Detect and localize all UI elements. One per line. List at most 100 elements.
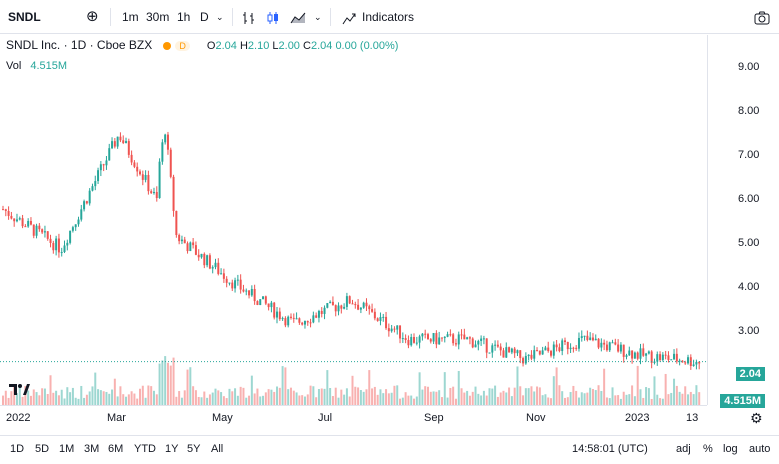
volume-bar (695, 385, 698, 405)
toggle-percent[interactable]: % (703, 443, 713, 455)
area-icon (290, 12, 306, 24)
add-symbol-icon[interactable]: ⊕ (86, 8, 99, 25)
volume-bar (208, 394, 211, 405)
volume-bar (413, 398, 416, 405)
chevron-down-icon[interactable]: ⌄ (314, 12, 322, 22)
candle-body (264, 296, 267, 304)
delay-badge[interactable]: D (175, 41, 190, 52)
candle-body (485, 338, 488, 353)
volume-bar (670, 392, 673, 405)
symbol-search[interactable]: SNDL (8, 10, 41, 24)
candle-body (583, 335, 586, 337)
volume-bar (29, 395, 32, 405)
candle-body (432, 333, 435, 342)
indicators-button[interactable]: Indicators (362, 10, 415, 24)
volume-bar (659, 398, 662, 405)
candle-body (424, 333, 427, 335)
candle-body (102, 164, 105, 166)
candle-body (636, 352, 639, 359)
volume-bar (105, 391, 108, 405)
candle-body (139, 171, 142, 175)
volume-bar (530, 386, 533, 405)
candle-body (547, 347, 550, 352)
candle-body (496, 344, 499, 347)
area-style-icon[interactable] (290, 0, 306, 34)
candle-body (510, 348, 513, 353)
interval-1m[interactable]: 1m (122, 10, 139, 24)
chevron-down-icon[interactable]: ⌄ (216, 12, 224, 22)
candle-body (194, 245, 197, 255)
candle-body (91, 186, 94, 191)
volume-bar (85, 394, 88, 405)
candle-body (236, 279, 239, 281)
interval-30m[interactable]: 30m (146, 10, 170, 24)
volume-bar (306, 394, 309, 405)
candle-body (572, 347, 575, 349)
candle-body (575, 347, 578, 349)
candle-body (180, 239, 183, 242)
candle-body (555, 344, 558, 348)
volume-bar (43, 388, 46, 405)
volume-bar (401, 397, 404, 405)
tradingview-logo[interactable] (8, 382, 30, 399)
range-6m[interactable]: 6M (108, 443, 124, 455)
volume-value: 4.515M (30, 60, 68, 72)
range-1d[interactable]: 1D (10, 443, 25, 455)
price-chart[interactable] (0, 35, 707, 405)
candle-style-icon[interactable] (266, 0, 280, 34)
volume-bar (180, 397, 183, 405)
volume-bar (183, 390, 186, 405)
camera-icon[interactable] (754, 0, 770, 34)
candle-body (32, 224, 35, 236)
interval-d[interactable]: D (200, 10, 209, 24)
volume-bar (130, 391, 133, 405)
volume-bar (169, 365, 172, 405)
volume-bar (603, 368, 606, 405)
utc-clock[interactable]: 14:58:01 (UTC) (572, 443, 648, 455)
toggle-log[interactable]: log (723, 443, 738, 455)
symbol-title[interactable]: SNDL Inc. · 1D · Cboe BZX (6, 38, 153, 52)
price-axis[interactable]: 9.00 8.00 7.00 6.00 5.00 4.00 3.00 2.04 … (707, 35, 779, 408)
volume-bar (225, 398, 228, 405)
volume-bar (440, 397, 443, 405)
settings-gear-icon[interactable]: ⚙ (750, 410, 763, 426)
candle-body (619, 344, 622, 352)
bar-style-icon[interactable] (242, 0, 256, 34)
interval-1h[interactable]: 1h (177, 10, 191, 24)
volume-bar (2, 395, 4, 405)
volume-bar (547, 397, 550, 405)
candle-body (558, 347, 561, 352)
volume-bar (239, 386, 242, 405)
range-1m[interactable]: 1M (59, 443, 75, 455)
candle-body (4, 209, 7, 211)
candle-body (301, 322, 304, 325)
volume-bar (396, 385, 399, 405)
toggle-adj[interactable]: adj (676, 443, 691, 455)
candle-body (687, 357, 690, 364)
candle-body (340, 305, 343, 309)
toggle-auto[interactable]: auto (749, 443, 771, 455)
candle-body (77, 219, 80, 225)
candle-body (544, 347, 547, 351)
range-all[interactable]: All (211, 443, 224, 455)
candle-body (460, 334, 463, 336)
candle-body (421, 333, 424, 337)
candle-body (189, 242, 192, 252)
volume-bar (502, 390, 505, 405)
candle-body (192, 242, 195, 246)
candle-body (220, 273, 223, 275)
range-ytd[interactable]: YTD (134, 443, 156, 455)
candle-body (505, 347, 508, 358)
time-axis[interactable]: 2022 Mar May Jul Sep Nov 2023 13 ⚙ (0, 405, 763, 431)
range-3m[interactable]: 3M (84, 443, 100, 455)
range-1y[interactable]: 1Y (165, 443, 179, 455)
volume-bar (289, 387, 292, 405)
range-5d[interactable]: 5D (35, 443, 50, 455)
volume-bar (645, 387, 648, 405)
volume-bar (231, 391, 234, 405)
indicators-icon[interactable] (342, 0, 356, 34)
volume-bar (211, 392, 214, 405)
volume-bar (152, 390, 155, 405)
range-5y[interactable]: 5Y (187, 443, 201, 455)
candle-body (480, 338, 483, 341)
